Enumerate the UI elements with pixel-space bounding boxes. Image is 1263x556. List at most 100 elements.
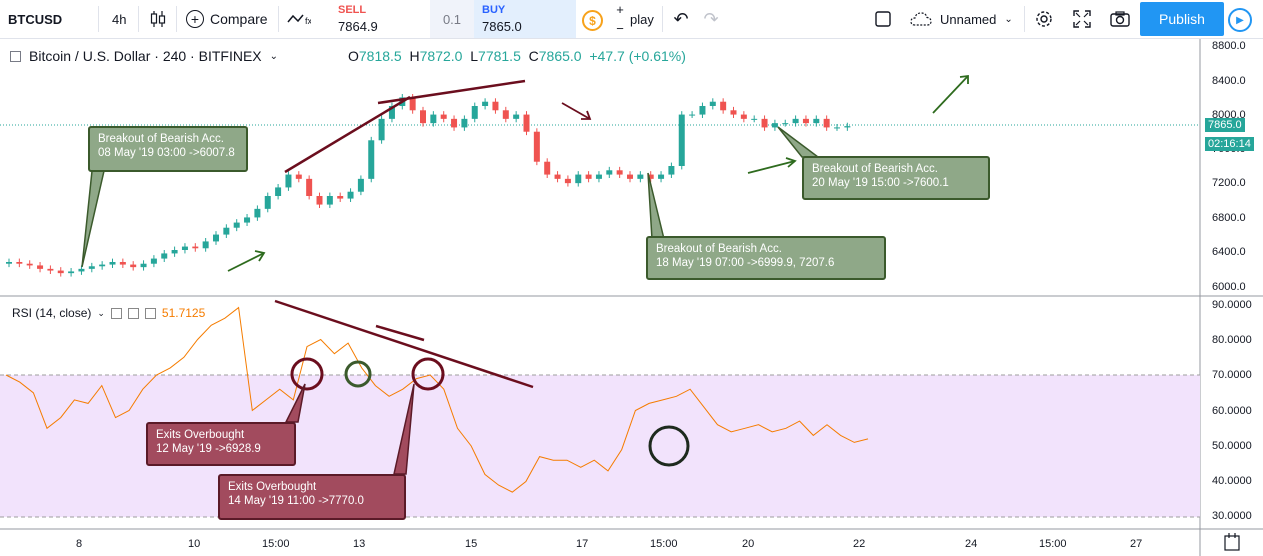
trend-line[interactable] (284, 95, 411, 174)
camera-icon[interactable] (1108, 0, 1132, 38)
candle (658, 174, 665, 179)
candle (823, 118, 830, 128)
annotation-callout[interactable]: Breakout of Bearish Acc. 20 May '19 15:0… (802, 156, 990, 200)
current-price-tag: 7865.0 (1205, 118, 1245, 132)
arrow-up-icon (932, 74, 969, 114)
candle (616, 170, 623, 175)
candle (368, 140, 375, 179)
time-tick: 13 (353, 538, 366, 550)
rsi-trend-line[interactable] (274, 299, 534, 389)
high-value: 7872.0 (419, 48, 463, 64)
buy-button[interactable]: BUY 7865.0 (474, 0, 576, 38)
minus-icon[interactable]: − (616, 21, 624, 36)
time-tick: 20 (742, 538, 755, 550)
chart-canvas[interactable] (0, 39, 1263, 556)
interval-selector[interactable]: 4h (112, 11, 127, 27)
time-tick: 15:00 (262, 538, 290, 550)
replay-button[interactable]: play (630, 11, 654, 27)
close-icon[interactable] (144, 307, 156, 319)
quantity-stepper[interactable]: + − (612, 0, 628, 38)
divider (98, 6, 99, 32)
change-value: +47.7 (+0.61%) (589, 48, 686, 64)
legend-title: Bitcoin / U.S. Dollar · 240 · BITFINEX (29, 48, 262, 64)
candle-type-icon[interactable] (148, 0, 168, 38)
candle (606, 170, 613, 175)
candle (461, 118, 468, 128)
expand-icon[interactable] (1070, 0, 1094, 38)
annotation-callout[interactable]: Exits Overbought 12 May '19 ->6928.9 (146, 422, 296, 466)
candle (513, 114, 520, 119)
candle (834, 127, 840, 129)
candle (430, 114, 437, 124)
candle (192, 246, 199, 249)
time-tick: 22 (853, 538, 866, 550)
dollar-icon[interactable]: $ (582, 10, 603, 31)
rsi-tick: 90.0000 (1212, 299, 1252, 311)
trend-line[interactable] (377, 79, 526, 105)
annotation-line: 08 May '19 03:00 ->6007.8 (98, 147, 235, 159)
candle (161, 253, 168, 259)
go-to-date-icon[interactable] (1224, 533, 1240, 551)
redo-icon[interactable]: ↷ (703, 8, 719, 29)
candle (26, 263, 33, 266)
callout-pointer (777, 126, 821, 158)
sell-label: SELL (338, 4, 367, 16)
plus-icon[interactable]: + (616, 2, 624, 17)
candle (275, 187, 282, 196)
layout-menu[interactable]: Unnamed ⌄ (910, 0, 1013, 38)
candle (68, 271, 75, 274)
compare-label: Compare (210, 11, 268, 27)
sell-button[interactable]: SELL 7864.9 (318, 0, 430, 38)
annotation-callout[interactable]: Exits Overbought 14 May '19 11:00 ->7770… (218, 474, 406, 520)
undo-icon[interactable]: ↶ (673, 8, 689, 29)
candle (171, 250, 178, 254)
candle (802, 118, 809, 124)
collapse-icon[interactable] (10, 50, 21, 62)
compare-button[interactable]: + Compare (186, 0, 268, 38)
visibility-icon[interactable] (110, 307, 122, 319)
candle (6, 262, 12, 264)
price-tick: 8800.0 (1212, 40, 1246, 52)
annotation-line: Breakout of Bearish Acc. (98, 133, 224, 145)
publish-button[interactable]: Publish (1140, 2, 1224, 36)
chevron-down-icon[interactable]: ⌄ (97, 307, 105, 318)
candle (627, 174, 633, 179)
candle (119, 262, 126, 265)
play-icon[interactable]: ▶ (1228, 8, 1252, 32)
low-label: L (470, 48, 479, 64)
rsi-value: 51.7125 (161, 306, 206, 320)
countdown-tag: 02:16:14 (1205, 137, 1254, 151)
time-tick: 24 (965, 538, 978, 550)
candle (47, 268, 54, 271)
symbol-search[interactable]: BTCUSD (8, 11, 63, 27)
candle (813, 118, 820, 124)
gear-icon[interactable] (1032, 0, 1056, 38)
annotation-callout[interactable]: Breakout of Bearish Acc. 08 May '19 03:0… (88, 126, 248, 172)
highlight-circle (648, 425, 690, 467)
annotation-callout[interactable]: Breakout of Bearish Acc. 18 May '19 07:0… (646, 236, 886, 280)
candle (109, 262, 116, 265)
candle (792, 118, 799, 124)
sell-price: 7864.9 (338, 19, 378, 34)
buy-price: 7865.0 (482, 19, 522, 34)
chevron-down-icon: ⌄ (1004, 13, 1013, 25)
time-tick: 8 (76, 538, 83, 550)
price-tick: 6800.0 (1212, 212, 1246, 224)
candle (78, 268, 85, 272)
rsi-line (5, 306, 869, 493)
fullscreen-square-icon[interactable] (872, 0, 894, 38)
annotation-line: Exits Overbought (228, 481, 317, 493)
candle (57, 270, 64, 274)
candle (337, 196, 344, 199)
rsi-trend-line[interactable] (375, 324, 425, 342)
high-label: H (409, 48, 420, 64)
annotation-line: 18 May '19 07:00 ->6999.9, 7207.6 (656, 257, 835, 269)
chevron-down-icon[interactable]: ⌄ (269, 50, 279, 62)
divider (1024, 6, 1025, 32)
candle (264, 196, 271, 209)
indicators-icon[interactable]: fx (286, 0, 312, 38)
settings-icon[interactable] (127, 307, 139, 319)
divider (138, 6, 139, 32)
candlestick-series (6, 94, 851, 277)
candle (771, 123, 778, 128)
